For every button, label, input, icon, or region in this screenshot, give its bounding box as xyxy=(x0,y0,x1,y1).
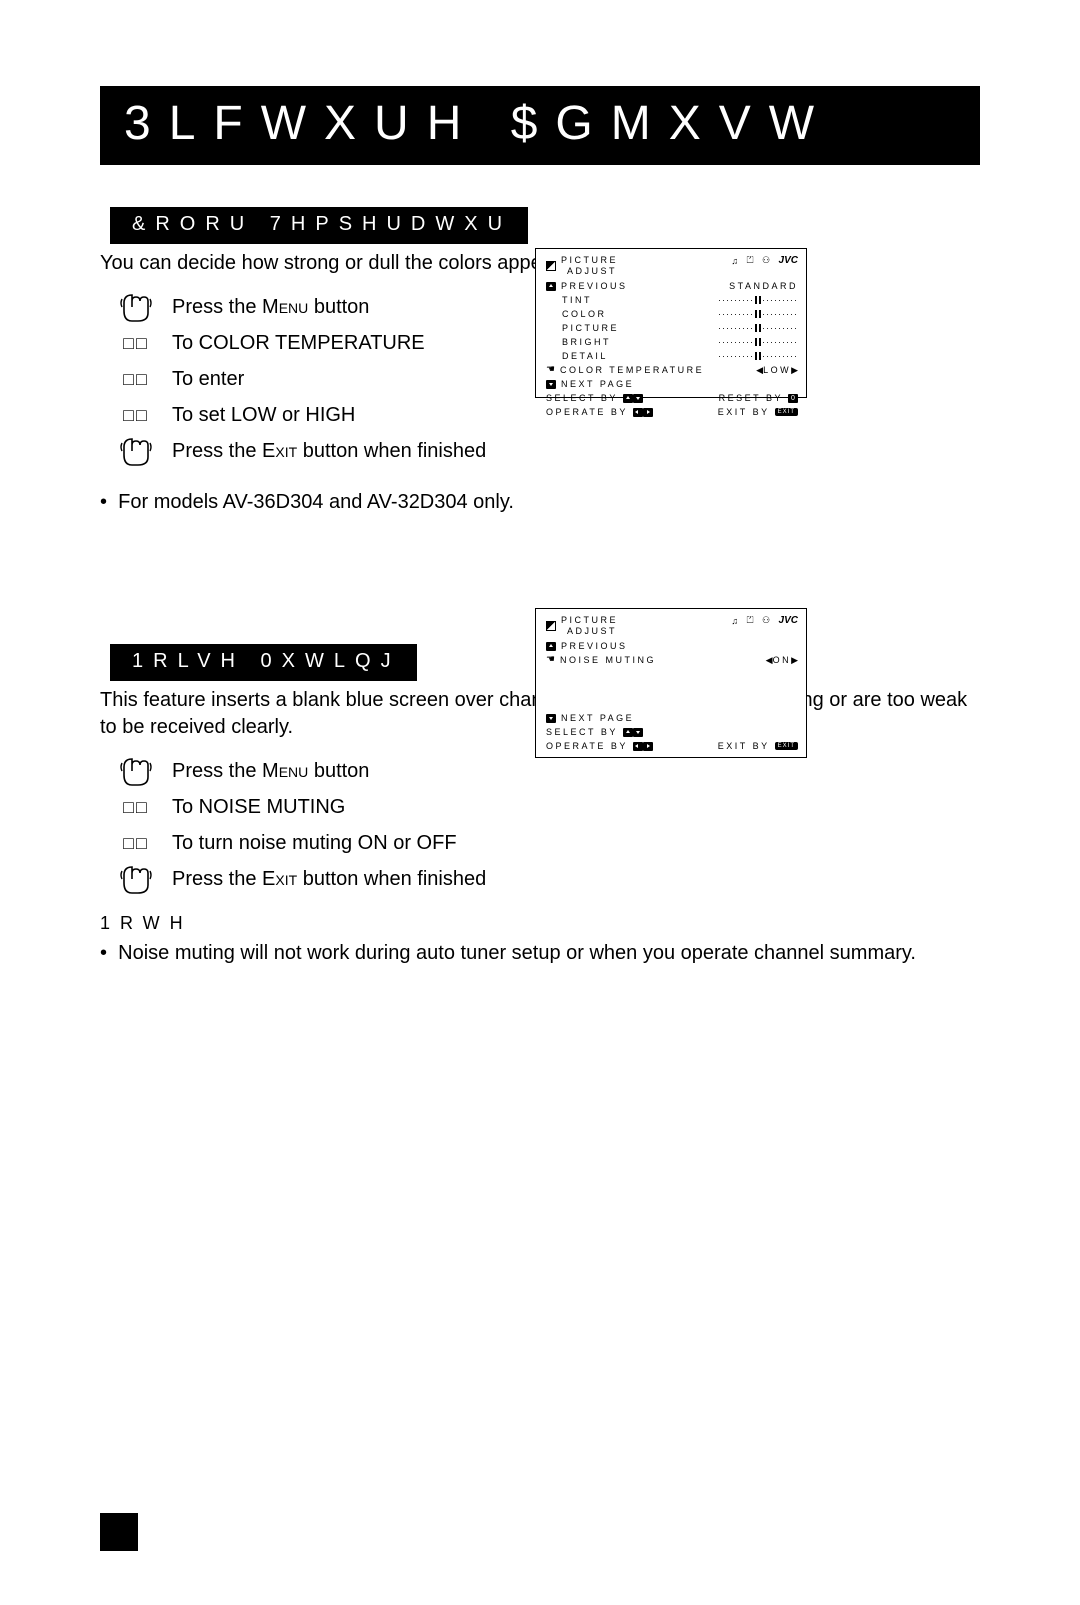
section-header: 1RLVH 0XWLQJ xyxy=(110,644,417,681)
step-text: To set LOW or HIGH xyxy=(172,402,355,429)
press-icon xyxy=(118,435,154,467)
jvc-logo: JVC xyxy=(779,255,798,266)
arrow-keys-icon: □□ xyxy=(123,833,149,854)
step-row: □□ To NOISE MUTING xyxy=(100,789,980,825)
music-icon: ♫ xyxy=(731,256,740,266)
osd-color-temp: COLOR TEMPERATURE xyxy=(560,365,704,375)
osd-exit-by: EXIT BY xyxy=(718,741,770,751)
osd-standard: STANDARD xyxy=(729,281,798,291)
osd-previous: PREVIOUS xyxy=(561,281,628,291)
section-header: &RORU 7HPSHUDWXU xyxy=(110,207,528,244)
step-text: Press the Menu button xyxy=(172,758,369,785)
arrow-keys-icon: □□ xyxy=(123,369,149,390)
step-row: □□ To set LOW or HIGH xyxy=(100,397,980,433)
menu-category-icon xyxy=(546,261,556,271)
step-row: Press the Exit button when finished xyxy=(100,433,980,469)
page-title: 3LFWXUH $GMXVW xyxy=(100,86,980,165)
arrow-keys-icon: □□ xyxy=(123,405,149,426)
press-icon xyxy=(118,863,154,895)
note-text: • Noise muting will not work during auto… xyxy=(100,940,980,967)
page-number-box xyxy=(100,1513,138,1551)
osd-subtitle: ADJUST xyxy=(561,266,618,277)
exit-badge: EXIT xyxy=(775,742,798,750)
step-text: To COLOR TEMPERATURE xyxy=(172,330,425,357)
osd-panel-noise-muting: PICTURE ADJUST ♫ ⏍ ⚇ JVC PREVIOUS ☚ NOISE… xyxy=(535,608,807,758)
zero-icon: 0 xyxy=(788,394,798,403)
music-icon: ♫ xyxy=(731,616,740,626)
press-icon xyxy=(118,291,154,323)
step-row: Press the Menu button xyxy=(100,753,980,789)
arrow-keys-icon: □□ xyxy=(123,333,149,354)
slider-icon: ·················· xyxy=(718,323,798,333)
pointer-icon: ☚ xyxy=(546,365,555,375)
pointer-icon: ☚ xyxy=(546,655,555,665)
osd-value: ◀ON▶ xyxy=(766,655,798,666)
osd-next-page: NEXT PAGE xyxy=(561,713,634,723)
note-label: 1RWH xyxy=(100,913,980,934)
menu-category-icon xyxy=(546,621,556,631)
osd-picture: PICTURE xyxy=(546,323,619,333)
osd-title: PICTURE xyxy=(561,255,618,266)
lock-icon: ⚇ xyxy=(762,255,773,266)
step-text: Press the Exit button when finished xyxy=(172,438,486,465)
step-row: Press the Exit button when finished xyxy=(100,861,980,897)
osd-noise-muting: NOISE MUTING xyxy=(560,655,656,665)
osd-select-by: SELECT BY xyxy=(546,393,618,403)
osd-subtitle: ADJUST xyxy=(561,626,618,637)
osd-reset-by: RESET BY xyxy=(719,393,783,403)
slider-icon: ·················· xyxy=(718,309,798,319)
osd-operate-by: OPERATE BY xyxy=(546,407,628,417)
jvc-logo: JVC xyxy=(779,615,798,626)
osd-next-page: NEXT PAGE xyxy=(561,379,634,389)
arrow-keys-icon: □□ xyxy=(123,797,149,818)
slider-icon: ·················· xyxy=(718,337,798,347)
footnote: • For models AV-36D304 and AV-32D304 onl… xyxy=(100,491,980,514)
osd-tint: TINT xyxy=(546,295,592,305)
down-icon xyxy=(546,714,556,723)
slider-icon: ·················· xyxy=(718,295,798,305)
step-row: □□ To turn noise muting ON or OFF xyxy=(100,825,980,861)
osd-detail: DETAIL xyxy=(546,351,608,361)
osd-select-by: SELECT BY xyxy=(546,727,618,737)
osd-previous: PREVIOUS xyxy=(561,641,628,651)
osd-panel-color-temp: PICTURE ADJUST ♫ ⏍ ⚇ JVC PREVIOUS STANDA… xyxy=(535,248,807,398)
step-text: To NOISE MUTING xyxy=(172,794,345,821)
osd-bright: BRIGHT xyxy=(546,337,611,347)
lock-icon: ⚇ xyxy=(762,615,773,626)
step-text: Press the Exit button when finished xyxy=(172,866,486,893)
step-text: To turn noise muting ON or OFF xyxy=(172,830,457,857)
up-icon xyxy=(546,282,556,291)
clock-icon: ⏍ xyxy=(747,255,756,266)
down-icon xyxy=(546,380,556,389)
up-icon xyxy=(546,642,556,651)
press-icon xyxy=(118,755,154,787)
osd-operate-by: OPERATE BY xyxy=(546,741,628,751)
osd-value: ◀LOW▶ xyxy=(756,365,798,376)
osd-title: PICTURE xyxy=(561,615,618,626)
osd-exit-by: EXIT BY xyxy=(718,407,770,417)
step-text: To enter xyxy=(172,366,244,393)
slider-icon: ·················· xyxy=(718,351,798,361)
osd-color: COLOR xyxy=(546,309,607,319)
exit-badge: EXIT xyxy=(775,408,798,416)
steps-list: Press the Menu button □□ To NOISE MUTING… xyxy=(100,753,980,897)
step-text: Press the Menu button xyxy=(172,294,369,321)
clock-icon: ⏍ xyxy=(747,615,756,626)
